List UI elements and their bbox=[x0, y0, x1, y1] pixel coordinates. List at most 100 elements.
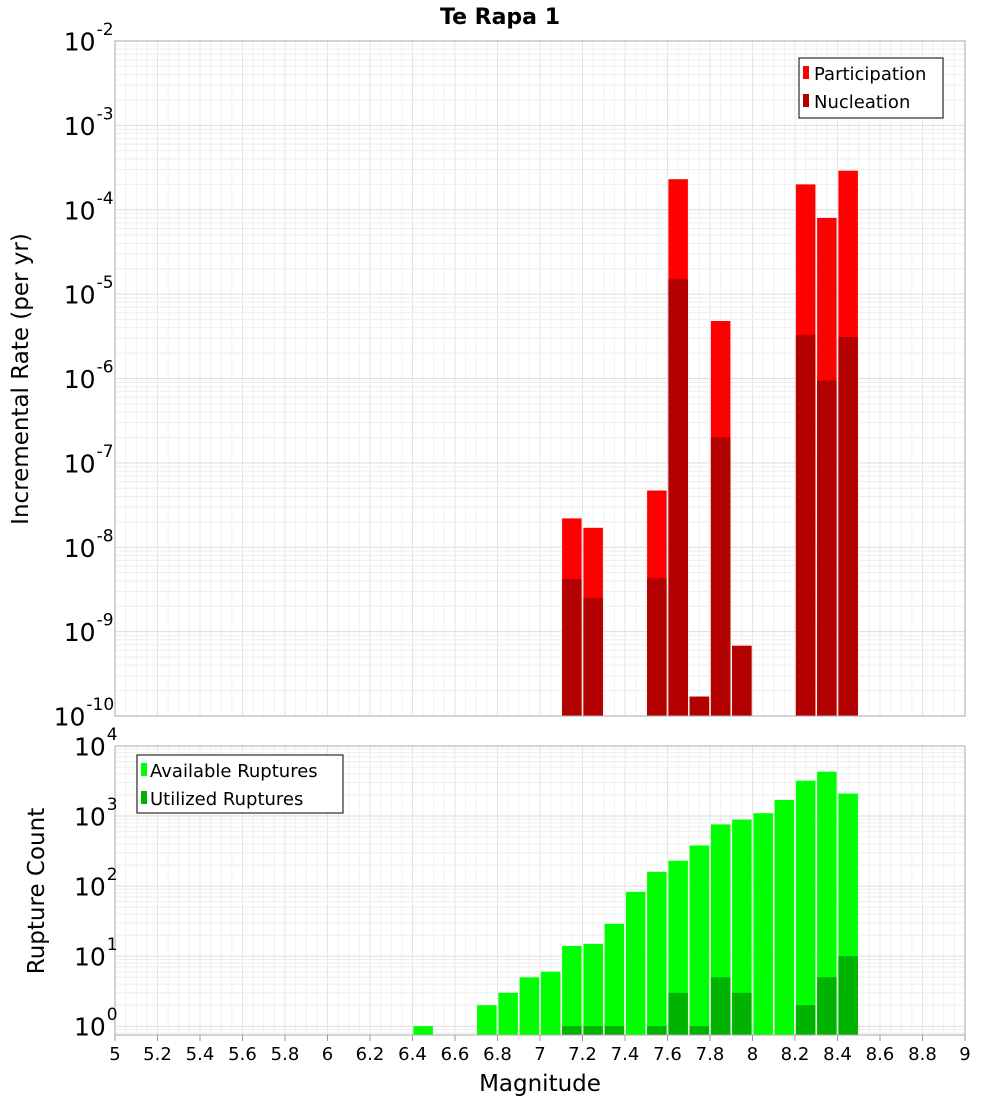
x-tick-label: 7.8 bbox=[696, 1044, 725, 1065]
y-tick-label: 10 1 bbox=[74, 935, 118, 972]
available-ruptures-bar bbox=[413, 1026, 433, 1035]
x-tick-label: 8.8 bbox=[908, 1044, 937, 1065]
y-tick-exponent: -3 bbox=[97, 104, 114, 124]
x-tick-label: 8.6 bbox=[866, 1044, 895, 1065]
y-tick-label: 10 3 bbox=[74, 795, 118, 832]
rate-plot-frame bbox=[114, 40, 966, 717]
x-tick-label: 6.6 bbox=[441, 1044, 470, 1065]
utilized-ruptures-bar bbox=[732, 992, 752, 1035]
utilized-ruptures-bar bbox=[689, 1026, 710, 1035]
x-tick-label: 8 bbox=[747, 1044, 758, 1065]
utilized-legend-label: Utilized Ruptures bbox=[150, 789, 303, 810]
x-tick-label: 6.2 bbox=[356, 1044, 385, 1065]
x-tick-label: 6.4 bbox=[398, 1044, 427, 1065]
utilized-legend-swatch bbox=[141, 791, 147, 804]
available-ruptures-bar bbox=[562, 945, 582, 1035]
utilized-ruptures-bar bbox=[795, 1005, 816, 1035]
x-tick-label: 6 bbox=[322, 1044, 333, 1065]
y-tick-base: 10 bbox=[54, 703, 86, 732]
x-tick-label: 8.2 bbox=[781, 1044, 810, 1065]
utilized-ruptures-bar bbox=[647, 1026, 667, 1035]
available-ruptures-bar bbox=[519, 977, 540, 1035]
y-tick-base: 10 bbox=[64, 112, 96, 141]
nucleation-bar bbox=[668, 279, 688, 716]
count-legend-box bbox=[136, 754, 344, 814]
x-tick-label: 7.6 bbox=[653, 1044, 682, 1065]
x-tick-label: 7.4 bbox=[611, 1044, 640, 1065]
utilized-ruptures-bar bbox=[668, 992, 688, 1035]
available-ruptures-bar bbox=[540, 971, 561, 1035]
y-tick-base: 10 bbox=[64, 281, 96, 310]
y-tick-label: 10 -3 bbox=[64, 104, 114, 141]
y-tick-base: 10 bbox=[74, 803, 106, 832]
nucleation-bar bbox=[583, 598, 603, 716]
nucleation-bar bbox=[689, 696, 710, 716]
utilized-ruptures-bar bbox=[838, 956, 858, 1035]
available-ruptures-bar bbox=[774, 799, 795, 1035]
x-tick-label: 5 bbox=[109, 1044, 120, 1065]
participation-legend-label: Participation bbox=[814, 64, 926, 85]
y-tick-exponent: 3 bbox=[107, 795, 118, 815]
x-tick-label: 6.8 bbox=[483, 1044, 512, 1065]
utilized-ruptures-bar bbox=[562, 1026, 582, 1035]
nucleation-legend-swatch bbox=[803, 94, 809, 107]
y-tick-exponent: 0 bbox=[107, 1005, 118, 1025]
available-ruptures-bar bbox=[583, 943, 603, 1035]
x-tick-label: 5.4 bbox=[186, 1044, 215, 1065]
y-tick-exponent: -8 bbox=[97, 526, 114, 546]
utilized-ruptures-bar bbox=[604, 1026, 625, 1035]
y-tick-label: 10 -7 bbox=[64, 442, 114, 479]
available-ruptures-bar bbox=[477, 1005, 497, 1035]
y-tick-label: 10 -6 bbox=[64, 358, 114, 395]
participation-legend-swatch bbox=[803, 66, 809, 79]
rate-bars bbox=[562, 170, 858, 716]
nucleation-bar bbox=[795, 334, 816, 716]
y-tick-base: 10 bbox=[74, 733, 106, 762]
y-tick-base: 10 bbox=[64, 534, 96, 563]
y-tick-label: 10 -5 bbox=[64, 273, 114, 310]
utilized-ruptures-bar bbox=[710, 977, 731, 1035]
x-axis-label: Magnitude bbox=[479, 1071, 601, 1097]
available-ruptures-bar bbox=[625, 891, 646, 1035]
y-tick-exponent: -2 bbox=[97, 20, 114, 40]
rate-legend: Participation Nucleation bbox=[798, 57, 944, 119]
y-tick-label: 10 2 bbox=[74, 865, 118, 902]
x-tick-label: 8.4 bbox=[823, 1044, 852, 1065]
count-legend: Available Ruptures Utilized Ruptures bbox=[136, 754, 344, 814]
available-ruptures-bar bbox=[753, 813, 773, 1035]
utilized-ruptures-bar bbox=[583, 1026, 603, 1035]
y-tick-label: 10 4 bbox=[74, 725, 118, 762]
nucleation-bar bbox=[647, 578, 667, 716]
available-ruptures-bar bbox=[647, 871, 667, 1035]
count-y-axis-label: Rupture Count bbox=[24, 808, 50, 974]
y-tick-base: 10 bbox=[74, 1013, 106, 1042]
y-tick-base: 10 bbox=[74, 873, 106, 902]
y-tick-exponent: -4 bbox=[97, 189, 114, 209]
nucleation-bar bbox=[732, 645, 752, 716]
chart-title: Te Rapa 1 bbox=[440, 5, 560, 30]
x-tick-label: 5.6 bbox=[228, 1044, 257, 1065]
y-tick-label: 10 -10 bbox=[54, 695, 115, 732]
x-tick-label: 9 bbox=[959, 1044, 970, 1065]
utilized-ruptures-bar bbox=[817, 977, 837, 1035]
x-tick-label: 7.2 bbox=[568, 1044, 597, 1065]
y-tick-exponent: -6 bbox=[97, 358, 114, 378]
available-ruptures-bar bbox=[817, 771, 837, 1035]
y-tick-exponent: 2 bbox=[107, 865, 118, 885]
available-ruptures-bar bbox=[795, 780, 816, 1035]
available-legend-label: Available Ruptures bbox=[150, 761, 318, 782]
nucleation-bar bbox=[838, 337, 858, 716]
y-tick-base: 10 bbox=[64, 449, 96, 478]
available-ruptures-bar bbox=[604, 923, 625, 1035]
x-tick-label: 7 bbox=[534, 1044, 545, 1065]
y-tick-exponent: -5 bbox=[97, 273, 114, 293]
y-tick-base: 10 bbox=[64, 618, 96, 647]
y-tick-exponent: -10 bbox=[86, 695, 114, 715]
nucleation-bar bbox=[562, 579, 582, 716]
available-ruptures-bar bbox=[498, 992, 518, 1035]
nucleation-bar bbox=[817, 380, 837, 716]
y-tick-label: 10 -8 bbox=[64, 526, 114, 563]
